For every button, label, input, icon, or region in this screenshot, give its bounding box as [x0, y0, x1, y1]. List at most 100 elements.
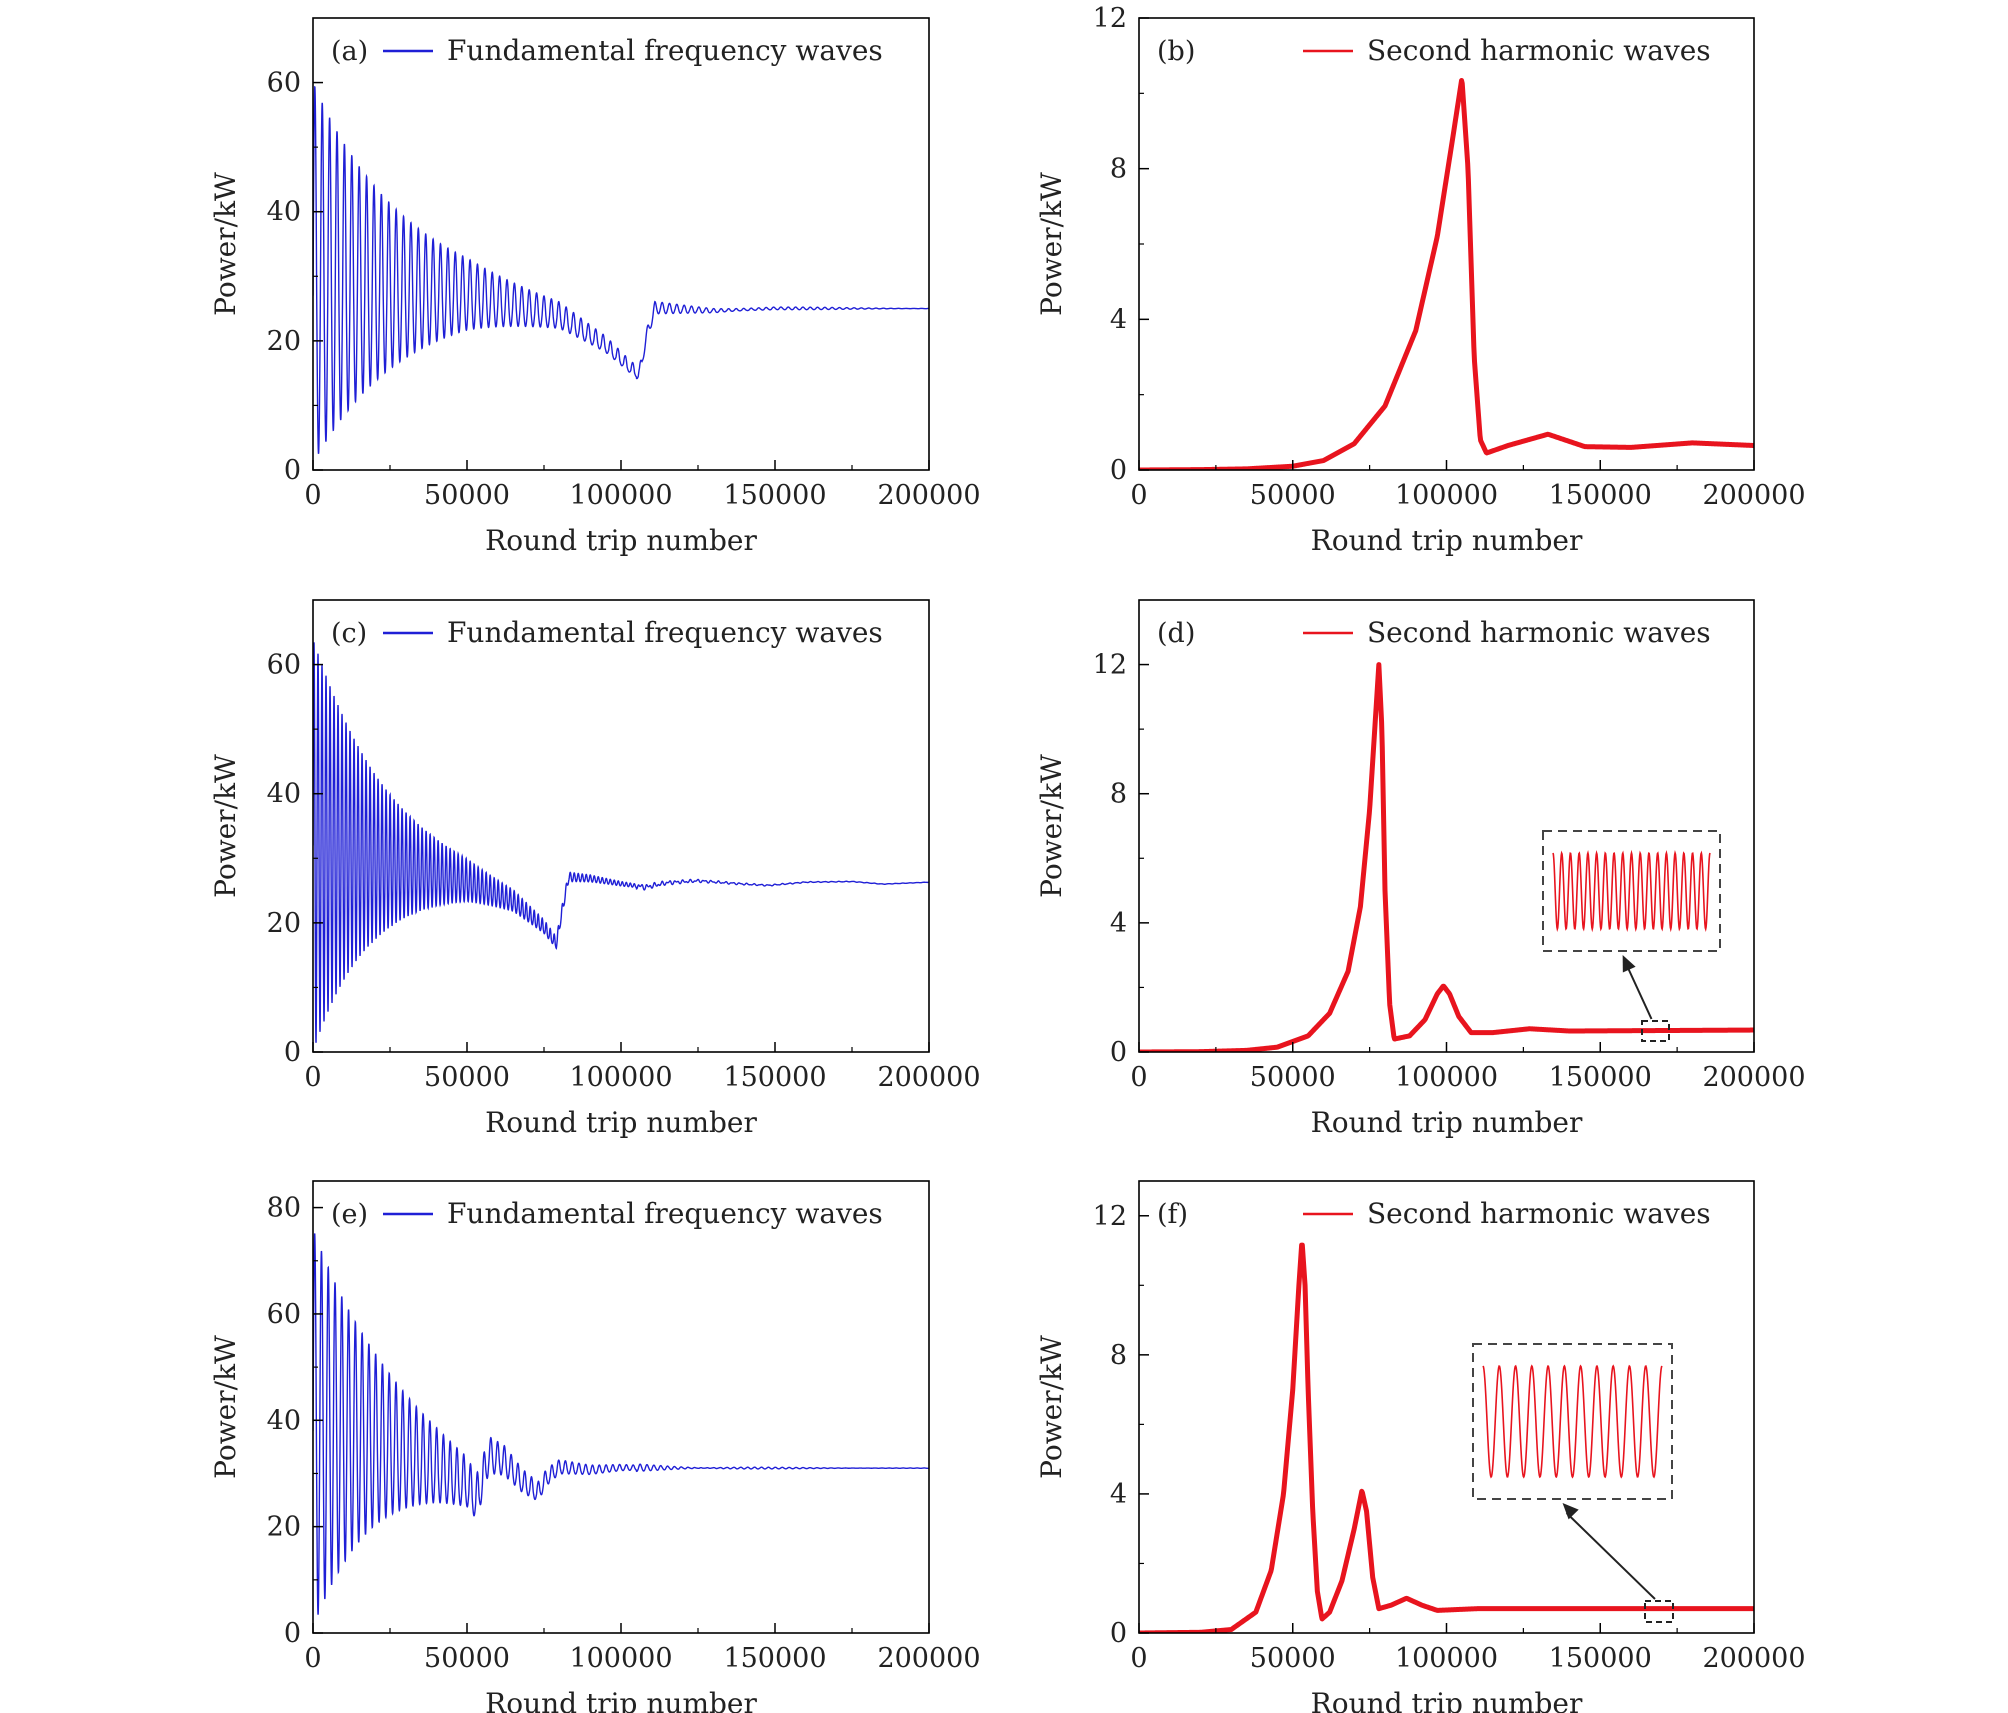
- zoom-arrow: [1565, 1512, 1656, 1600]
- x-tick-label: 100000: [1395, 480, 1498, 511]
- y-tick-label: 4: [1110, 304, 1127, 335]
- y-tick-label: 0: [1110, 1618, 1127, 1649]
- x-tick-label: 150000: [1549, 1062, 1652, 1093]
- x-tick-label: 200000: [877, 480, 980, 511]
- chart-panel: 0 50000 100000 150000 200000 0 20 40 60 80 Round t…: [209, 1180, 981, 1713]
- y-tick-label: 4: [1110, 1479, 1127, 1510]
- panel-label: (b): [1157, 36, 1195, 67]
- x-tick-label: 0: [304, 480, 321, 511]
- series-line: [1139, 1242, 1754, 1633]
- x-axis-label: Round trip number: [485, 524, 757, 557]
- y-tick-label: 60: [267, 1299, 301, 1330]
- x-tick-label: 50000: [1250, 1062, 1336, 1093]
- x-tick-label: 0: [304, 1643, 321, 1674]
- y-tick-label: 12: [1093, 1201, 1127, 1232]
- series-line: [313, 85, 929, 454]
- x-tick-label: 150000: [723, 1643, 826, 1674]
- chart-panel: 0 50000 100000 150000 200000 0 4 8 12 Round trip …: [1035, 3, 1806, 557]
- x-tick-label: 150000: [723, 1062, 826, 1093]
- y-tick-label: 0: [284, 1037, 301, 1068]
- y-tick-label: 8: [1110, 1340, 1127, 1371]
- x-tick-label: 50000: [424, 480, 510, 511]
- x-tick-label: 150000: [723, 480, 826, 511]
- y-tick-label: 8: [1110, 154, 1127, 185]
- panel-label: (a): [331, 36, 368, 67]
- inset-oscillation: [1552, 849, 1711, 933]
- x-axis-label: Round trip number: [1311, 1106, 1583, 1139]
- axes-frame: [312, 17, 930, 471]
- chart-panel: 0 50000 100000 150000 200000 0 20 40 60 Round tri…: [209, 17, 981, 557]
- panel-label: (e): [331, 1199, 368, 1230]
- series-line: [313, 642, 929, 1043]
- y-axis-label: Power/kW: [1035, 172, 1068, 316]
- plot-area: [313, 642, 929, 1043]
- y-tick-label: 20: [267, 326, 301, 357]
- chart-panel: 0 50000 100000 150000 200000 0 4 8 12 Round trip …: [1035, 1180, 1806, 1713]
- legend-label: Second harmonic waves: [1367, 616, 1711, 649]
- y-tick-label: 80: [267, 1193, 301, 1224]
- x-tick-label: 0: [1130, 1062, 1147, 1093]
- panel-label: (c): [331, 618, 367, 649]
- x-tick-label: 200000: [1702, 1062, 1805, 1093]
- x-tick-label: 50000: [1250, 480, 1336, 511]
- inset-oscillation: [1482, 1364, 1663, 1479]
- chart-panel: 0 50000 100000 150000 200000 0 20 40 60 Round tri…: [209, 599, 981, 1139]
- y-axis-label: Power/kW: [209, 172, 242, 316]
- axes-frame: [1138, 599, 1755, 1053]
- x-tick-label: 100000: [569, 1062, 672, 1093]
- x-tick-label: 50000: [424, 1062, 510, 1093]
- panel-label: (d): [1157, 618, 1195, 649]
- x-axis-label: Round trip number: [485, 1687, 757, 1713]
- y-tick-label: 40: [267, 197, 301, 228]
- x-tick-label: 50000: [424, 1643, 510, 1674]
- legend-label: Fundamental frequency waves: [447, 34, 883, 67]
- axes-frame: [1138, 17, 1755, 471]
- plot-area: [1139, 1242, 1754, 1633]
- x-tick-label: 200000: [877, 1643, 980, 1674]
- x-tick-label: 100000: [1395, 1643, 1498, 1674]
- x-tick-label: 150000: [1549, 1643, 1652, 1674]
- y-tick-label: 4: [1110, 908, 1127, 939]
- y-tick-label: 20: [267, 908, 301, 939]
- y-axis-label: Power/kW: [209, 754, 242, 898]
- plot-area: [1139, 78, 1754, 470]
- y-tick-label: 8: [1110, 779, 1127, 810]
- y-tick-label: 40: [267, 779, 301, 810]
- x-tick-label: 0: [304, 1062, 321, 1093]
- chart-panel: 0 50000 100000 150000 200000 0 4 8 12 Round trip …: [1035, 599, 1806, 1139]
- legend-label: Fundamental frequency waves: [447, 616, 883, 649]
- plot-area: [1139, 662, 1754, 1052]
- y-tick-label: 12: [1093, 3, 1127, 34]
- y-tick-label: 0: [1110, 455, 1127, 486]
- plot-area: [313, 85, 929, 454]
- x-tick-label: 100000: [569, 1643, 672, 1674]
- y-tick-label: 60: [267, 68, 301, 99]
- series-line: [1139, 662, 1754, 1052]
- y-tick-label: 0: [284, 455, 301, 486]
- legend-label: Second harmonic waves: [1367, 1197, 1711, 1230]
- y-axis-label: Power/kW: [209, 1335, 242, 1479]
- x-tick-label: 0: [1130, 1643, 1147, 1674]
- x-tick-label: 100000: [569, 480, 672, 511]
- y-tick-label: 40: [267, 1405, 301, 1436]
- x-tick-label: 50000: [1250, 1643, 1336, 1674]
- x-tick-label: 200000: [1702, 480, 1805, 511]
- panel-label: (f): [1157, 1199, 1188, 1230]
- axes-frame: [312, 1180, 930, 1634]
- x-tick-label: 200000: [1702, 1643, 1805, 1674]
- x-tick-label: 150000: [1549, 480, 1652, 511]
- y-tick-label: 60: [267, 650, 301, 681]
- legend-label: Second harmonic waves: [1367, 34, 1711, 67]
- series-line: [1139, 78, 1754, 470]
- inset-box: [1542, 830, 1721, 952]
- x-tick-label: 200000: [877, 1062, 980, 1093]
- x-axis-label: Round trip number: [1311, 524, 1583, 557]
- x-tick-label: 100000: [1395, 1062, 1498, 1093]
- legend-label: Fundamental frequency waves: [447, 1197, 883, 1230]
- x-axis-label: Round trip number: [485, 1106, 757, 1139]
- y-axis-label: Power/kW: [1035, 1335, 1068, 1479]
- zoom-region-marker: [1641, 1020, 1670, 1042]
- zoom-arrow-head: [1562, 1503, 1579, 1520]
- y-tick-label: 0: [284, 1618, 301, 1649]
